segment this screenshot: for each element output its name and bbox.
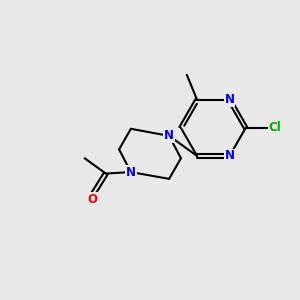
Text: N: N bbox=[224, 149, 235, 163]
Text: Cl: Cl bbox=[269, 122, 281, 134]
Text: N: N bbox=[224, 93, 235, 106]
Text: O: O bbox=[88, 193, 98, 206]
Text: N: N bbox=[126, 166, 136, 178]
Text: N: N bbox=[164, 129, 174, 142]
